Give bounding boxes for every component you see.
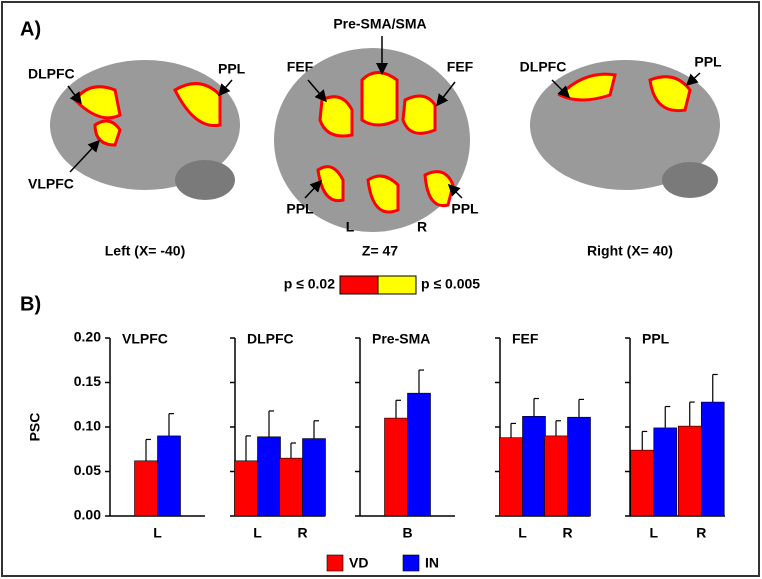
x-tick-label: L — [253, 525, 262, 541]
legend-swatch — [326, 554, 344, 572]
region-label: VLPFC — [28, 176, 74, 192]
arrow — [447, 183, 463, 199]
arrow — [685, 72, 701, 87]
arrow — [69, 139, 101, 173]
legend-label: IN — [425, 555, 439, 571]
image-caption: Right (X= 40) — [587, 243, 673, 259]
arrow — [436, 81, 456, 107]
orientation-label: R — [417, 219, 427, 235]
y-tick-label: 0.20 — [74, 329, 101, 345]
bar — [384, 417, 408, 517]
y-tick-label: 0.05 — [74, 462, 101, 478]
x-tick-label: R — [562, 525, 572, 541]
region-label: DLPFC — [520, 59, 567, 75]
y-tick-label: 0.10 — [74, 418, 101, 434]
x-tick-label: L — [518, 525, 527, 541]
bar — [257, 436, 281, 517]
bar — [157, 435, 181, 517]
region-label: PPL — [218, 61, 246, 77]
arrow — [307, 79, 327, 103]
chart-title: DLPFC — [247, 331, 294, 347]
bar — [677, 425, 702, 517]
image-caption: Z= 47 — [362, 243, 398, 259]
panel-label: A) — [20, 18, 41, 40]
arrow — [304, 179, 323, 199]
y-tick-label: 0.00 — [74, 507, 101, 523]
colorbar-high — [377, 275, 417, 295]
arrow — [67, 85, 82, 105]
x-tick-label: B — [402, 525, 412, 541]
brain-left — [50, 60, 240, 200]
orientation-label: L — [346, 219, 355, 235]
bar — [302, 438, 326, 517]
bar — [134, 460, 158, 517]
colorbar-label: p ≤ 0.005 — [421, 276, 480, 292]
region-label: PPL — [286, 201, 314, 217]
bar — [407, 392, 431, 517]
region-label: PPL — [451, 201, 479, 217]
x-tick-label: L — [649, 525, 658, 541]
region-label: FEF — [447, 59, 474, 75]
bar — [234, 460, 258, 517]
bar — [279, 457, 303, 517]
chart-title: FEF — [512, 331, 539, 347]
region-label: DLPFC — [28, 66, 75, 82]
arrow — [551, 79, 571, 99]
legend-swatch — [402, 554, 420, 572]
bar — [653, 427, 678, 517]
panel-label: B) — [20, 293, 41, 315]
x-tick-label: L — [153, 525, 162, 541]
arrow — [218, 79, 233, 97]
colorbar-low — [339, 275, 379, 295]
image-caption: Left (X= -40) — [105, 243, 186, 259]
bar — [544, 435, 568, 517]
region-label: Pre-SMA/SMA — [333, 16, 426, 32]
bar — [630, 449, 655, 517]
colorbar-label: p ≤ 0.02 — [284, 276, 335, 292]
y-axis-label: PSC — [27, 413, 43, 442]
x-tick-label: R — [696, 525, 706, 541]
bar — [567, 416, 591, 517]
y-tick-label: 0.15 — [74, 373, 101, 389]
chart-title: Pre-SMA — [372, 331, 430, 347]
bar — [700, 401, 725, 517]
region-label: FEF — [287, 59, 314, 75]
region-label: PPL — [694, 54, 722, 70]
x-tick-label: R — [297, 525, 307, 541]
brain-right — [530, 60, 720, 198]
bar — [499, 437, 523, 517]
bar — [522, 416, 546, 517]
legend-label: VD — [349, 555, 368, 571]
chart-title: VLPFC — [122, 331, 168, 347]
chart-title: PPL — [642, 331, 670, 347]
